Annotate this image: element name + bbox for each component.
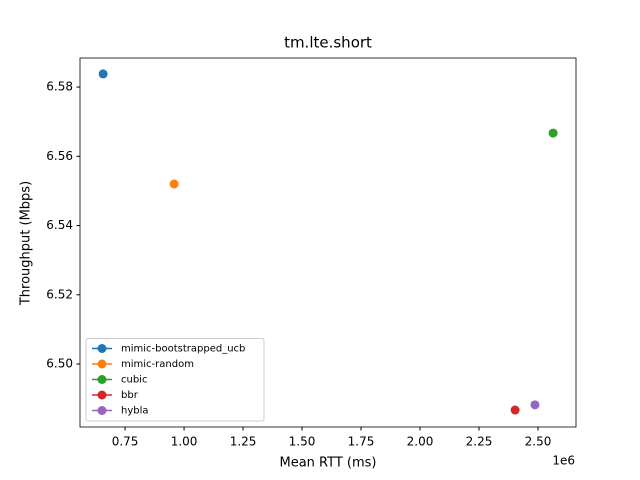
x-tick-label: 2.25 bbox=[466, 435, 493, 449]
legend-label: cubic bbox=[121, 375, 147, 386]
y-tick-label: 6.58 bbox=[46, 80, 73, 94]
point bbox=[169, 179, 179, 189]
plot-frame bbox=[79, 57, 577, 428]
point bbox=[548, 128, 558, 138]
x-tick-label: 0.75 bbox=[112, 435, 139, 449]
legend-marker bbox=[97, 375, 107, 384]
y-tick-label: 6.56 bbox=[46, 149, 73, 163]
x-tick-label: 2.50 bbox=[525, 435, 552, 449]
x-tick-label: 1.50 bbox=[289, 435, 316, 449]
y-tick-label: 6.54 bbox=[46, 218, 73, 232]
point bbox=[510, 405, 520, 415]
legend-marker bbox=[97, 406, 107, 415]
x-tick-label: 1.75 bbox=[348, 435, 375, 449]
legend-label: bbr bbox=[121, 390, 139, 401]
y-tick-label: 6.52 bbox=[46, 287, 73, 301]
point bbox=[530, 400, 540, 410]
point bbox=[98, 69, 108, 79]
legend-marker bbox=[97, 359, 107, 369]
x-tick-label: 1.25 bbox=[230, 435, 257, 449]
legend-label: mimic-random bbox=[121, 359, 194, 370]
legend-label: mimic-bootstrapped_ucb bbox=[121, 344, 245, 355]
legend-box bbox=[85, 338, 265, 422]
y-axis-label: Throughput (Mbps) bbox=[19, 181, 34, 306]
x-offset-label: 1e6 bbox=[552, 454, 575, 468]
legend-marker bbox=[97, 344, 107, 353]
legend-marker bbox=[97, 390, 107, 400]
x-tick-label: 1.00 bbox=[171, 435, 198, 449]
legend-label: hybla bbox=[121, 406, 149, 417]
x-axis-label: Mean RTT (ms) bbox=[279, 456, 376, 471]
y-tick-label: 6.50 bbox=[46, 357, 73, 371]
x-tick-label: 2.00 bbox=[407, 435, 434, 449]
chart-title: tm.lte.short bbox=[284, 34, 372, 52]
